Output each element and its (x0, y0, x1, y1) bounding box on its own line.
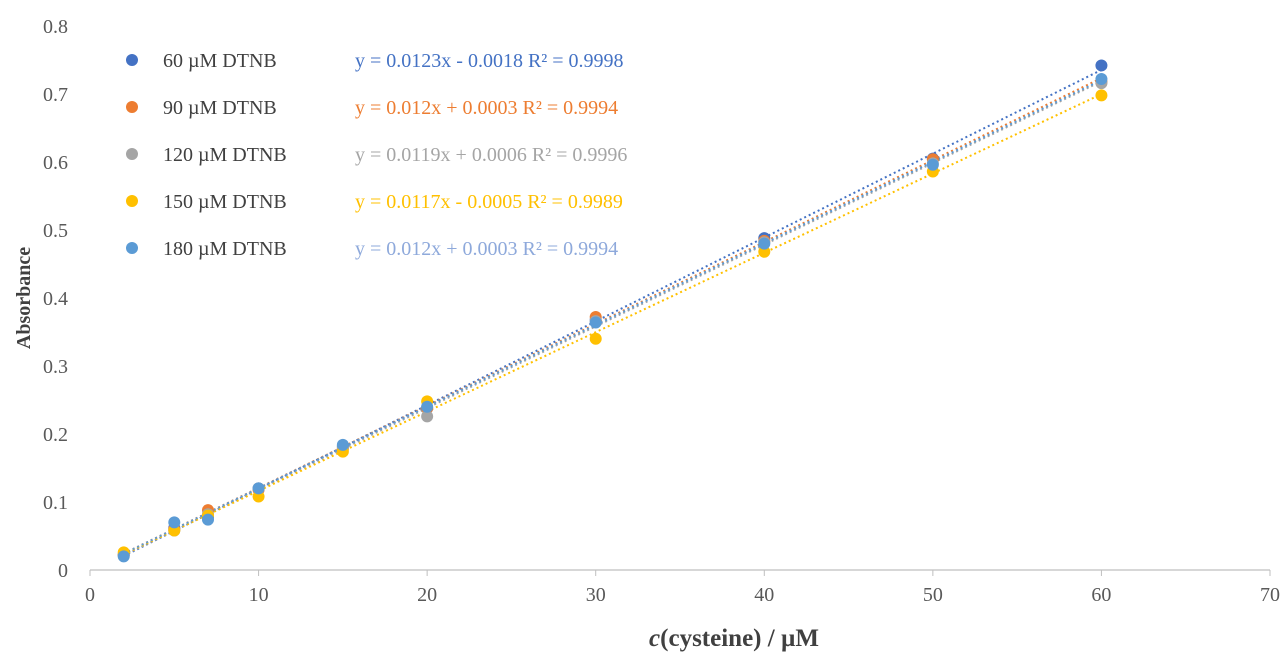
x-tick-label: 60 (1091, 584, 1111, 606)
y-tick-label: 0.4 (43, 288, 68, 310)
trendline (123, 69, 1102, 557)
y-axis-title: Absorbance (13, 247, 35, 349)
data-point (252, 482, 265, 495)
data-point (1095, 73, 1108, 86)
legend-marker (126, 54, 138, 66)
data-point (421, 400, 434, 413)
legend-marker (126, 101, 138, 113)
y-tick-label: 0.5 (43, 220, 68, 242)
x-tick-label: 40 (754, 584, 774, 606)
legend-marker (126, 148, 138, 160)
trendline-equation: y = 0.0117x - 0.0005 R² = 0.9989 (355, 191, 623, 213)
x-axis-title-italic: c (649, 625, 660, 652)
data-point (117, 550, 130, 563)
trendline-equation: y = 0.0123x - 0.0018 R² = 0.9998 (355, 50, 624, 72)
trendline-equation: y = 0.012x + 0.0003 R² = 0.9994 (355, 97, 618, 119)
legend-label: 90 µM DTNB (163, 97, 277, 119)
data-points-layer (117, 59, 1108, 563)
y-tick-label: 0.8 (43, 16, 68, 38)
x-tick-label: 10 (249, 584, 269, 606)
y-tick-label: 0 (58, 560, 68, 582)
legend: 60 µM DTNB y = 0.0123x - 0.0018 R² = 0.99… (126, 50, 627, 260)
x-axis-title: c(cysteine) / µM (649, 625, 819, 652)
y-tick-label: 0.3 (43, 356, 68, 378)
data-point (926, 158, 939, 171)
legend-label: 180 µM DTNB (163, 238, 287, 260)
data-point (589, 316, 602, 329)
data-point (168, 516, 181, 529)
legend-marker (126, 195, 138, 207)
trendline-equation: y = 0.012x + 0.0003 R² = 0.9994 (355, 238, 618, 260)
x-tick-label: 50 (923, 584, 943, 606)
x-axis-title-rest: (cysteine) / µM (660, 625, 819, 652)
data-point (589, 332, 602, 345)
legend-label: 150 µM DTNB (163, 191, 287, 213)
data-point (758, 237, 771, 250)
data-point (336, 438, 349, 451)
y-tick-label: 0.7 (43, 84, 68, 106)
data-point (1095, 59, 1108, 72)
legend-label: 60 µM DTNB (163, 50, 277, 72)
x-tick-label: 0 (85, 584, 95, 606)
y-tick-label: 0.1 (43, 492, 68, 514)
axes-layer: 0 10 20 30 40 50 60 70 0 0.1 0.2 0.3 0.4 0.5 0.6 0.7 0.8 (43, 16, 1280, 606)
trendline-equation: y = 0.0119x + 0.0006 R² = 0.9996 (355, 144, 627, 166)
data-point (421, 410, 434, 423)
trendlines-layer (123, 69, 1102, 557)
data-point (1095, 89, 1108, 102)
x-tick-label: 30 (586, 584, 606, 606)
y-tick-label: 0.6 (43, 152, 68, 174)
y-tick-label: 0.2 (43, 424, 68, 446)
legend-label: 120 µM DTNB (163, 144, 287, 166)
x-tick-label: 70 (1260, 584, 1280, 606)
legend-marker (126, 242, 138, 254)
data-point (202, 513, 214, 526)
x-tick-label: 20 (417, 584, 437, 606)
